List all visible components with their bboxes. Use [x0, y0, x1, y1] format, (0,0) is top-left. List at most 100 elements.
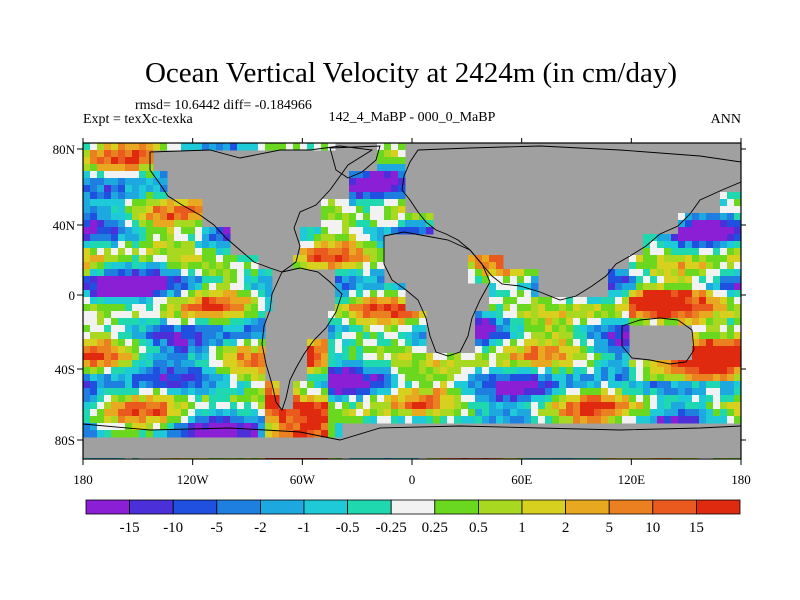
ocean-cell	[335, 234, 343, 242]
ocean-cell	[146, 297, 154, 305]
ocean-cell	[342, 388, 350, 396]
ocean-cell	[377, 402, 385, 410]
ocean-cell	[482, 402, 490, 410]
ocean-cell	[90, 409, 98, 417]
ocean-cell	[181, 206, 189, 214]
ocean-cell	[335, 423, 343, 431]
ocean-cell	[377, 339, 385, 347]
ocean-cell	[671, 290, 679, 298]
ocean-cell	[111, 283, 119, 291]
ocean-cell	[440, 416, 448, 424]
ocean-cell	[188, 339, 196, 347]
ocean-cell	[699, 311, 707, 319]
ocean-cell	[181, 374, 189, 382]
ocean-cell	[118, 227, 126, 235]
ocean-cell	[181, 416, 189, 424]
ocean-cell	[153, 192, 161, 200]
ocean-cell	[517, 409, 525, 417]
ocean-cell	[83, 409, 91, 417]
ocean-cell	[517, 269, 525, 277]
ocean-cell	[615, 402, 623, 410]
ocean-cell	[461, 353, 469, 361]
ocean-cell	[405, 318, 413, 326]
ocean-cell	[629, 367, 637, 375]
ocean-cell	[356, 367, 364, 375]
ocean-cell	[223, 276, 231, 284]
ocean-cell	[622, 332, 630, 340]
ocean-cell	[727, 206, 735, 214]
ocean-cell	[566, 388, 574, 396]
ocean-cell	[706, 283, 714, 291]
ocean-cell	[139, 192, 147, 200]
ocean-cell	[160, 255, 168, 263]
ocean-cell	[328, 220, 336, 228]
ocean-cell	[335, 255, 343, 263]
ocean-cell	[244, 143, 252, 151]
ocean-cell	[503, 402, 511, 410]
ocean-cell	[454, 409, 462, 417]
ocean-cell	[594, 297, 602, 305]
ocean-cell	[496, 360, 504, 368]
ocean-cell	[552, 297, 560, 305]
ocean-cell	[104, 199, 112, 207]
ocean-cell	[531, 332, 539, 340]
ocean-cell	[650, 276, 658, 284]
ocean-cell	[503, 388, 511, 396]
ocean-cell	[167, 241, 175, 249]
ocean-cell	[195, 353, 203, 361]
ocean-cell	[293, 430, 301, 438]
ocean-cell	[699, 241, 707, 249]
ocean-cell	[440, 381, 448, 389]
ocean-cell	[496, 290, 504, 298]
ocean-cell	[601, 325, 609, 333]
ocean-cell	[90, 381, 98, 389]
ocean-cell	[90, 283, 98, 291]
ocean-cell	[139, 241, 147, 249]
ocean-cell	[503, 269, 511, 277]
ocean-cell	[335, 206, 343, 214]
ocean-cell	[440, 374, 448, 382]
ocean-cell	[692, 311, 700, 319]
ocean-cell	[727, 297, 735, 305]
ocean-cell	[496, 262, 504, 270]
ocean-cell	[713, 283, 721, 291]
ocean-cell	[713, 248, 721, 256]
ocean-cell	[342, 241, 350, 249]
ocean-cell	[160, 213, 168, 221]
ocean-cell	[559, 416, 567, 424]
ocean-cell	[566, 353, 574, 361]
ocean-cell	[517, 402, 525, 410]
ocean-cell	[608, 416, 616, 424]
ocean-cell	[146, 360, 154, 368]
ocean-cell	[83, 255, 91, 263]
ocean-cell	[643, 283, 651, 291]
ocean-cell	[90, 150, 98, 158]
ocean-cell	[706, 276, 714, 284]
ocean-cell	[720, 374, 728, 382]
ocean-cell	[314, 227, 322, 235]
ocean-cell	[391, 143, 399, 151]
ocean-cell	[230, 262, 238, 270]
colorbar-swatch	[477, 499, 523, 515]
ocean-cell	[342, 213, 350, 221]
ocean-cell	[314, 339, 322, 347]
ocean-cell	[559, 381, 567, 389]
ocean-cell	[118, 332, 126, 340]
ocean-cell	[160, 332, 168, 340]
ocean-cell	[692, 304, 700, 312]
ocean-cell	[580, 346, 588, 354]
ocean-cell	[412, 367, 420, 375]
ocean-cell	[363, 402, 371, 410]
ocean-cell	[97, 367, 105, 375]
ocean-cell	[111, 297, 119, 305]
ocean-cell	[90, 192, 98, 200]
ocean-cell	[370, 227, 378, 235]
ocean-cell	[216, 262, 224, 270]
ocean-cell	[167, 311, 175, 319]
ocean-cell	[139, 297, 147, 305]
ocean-cell	[314, 367, 322, 375]
ocean-cell	[657, 255, 665, 263]
ocean-cell	[482, 276, 490, 284]
ocean-cell	[153, 262, 161, 270]
ocean-cell	[216, 409, 224, 417]
